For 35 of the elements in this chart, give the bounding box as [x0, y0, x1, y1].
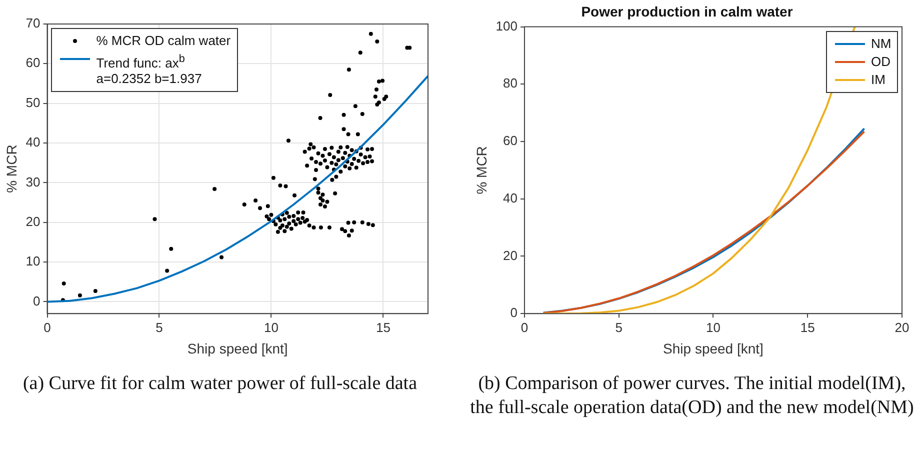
y-tick-label: 40	[503, 190, 518, 206]
x-tick-label: 15	[800, 320, 815, 335]
x-axis-title: Ship speed [knt]	[663, 340, 764, 356]
legend-label: % MCR OD calm water	[96, 33, 231, 49]
y-tick-label: 40	[26, 134, 40, 150]
x-tick-label: 10	[706, 320, 720, 335]
chart-title: Power production in calm water	[581, 3, 794, 20]
y-tick-label: 10	[26, 254, 40, 269]
y-axis-title: % MCR	[473, 146, 490, 194]
y-axis-title: % MCR	[3, 144, 20, 193]
y-tick-label: 70	[26, 16, 40, 31]
y-tick-label: 0	[33, 293, 40, 308]
y-tick-label: 50	[26, 94, 40, 110]
x-tick-label: 5	[156, 320, 163, 335]
legend-label: NM	[871, 36, 892, 52]
text: (a) Curve fit for calm water power of full-scale data	[22, 372, 418, 396]
x-tick-label: 0	[520, 320, 528, 335]
legend-label: IM	[871, 72, 886, 88]
y-tick-label: 30	[26, 174, 40, 190]
y-tick-label: 60	[26, 55, 40, 70]
y-tick-label: 20	[26, 214, 40, 229]
legend-label: Trend func: ax$^{b}$ a=0.2352 b=1.937	[96, 52, 202, 88]
x-tick-label: 0	[44, 320, 51, 335]
text: (b) Comparison of power curves. The initial model(IM), the full-scale operation data(OD) and the new model(NM)	[470, 372, 914, 420]
y-tick-label: 0	[510, 305, 518, 320]
y-tick-label: 20	[503, 248, 518, 263]
legend-label: OD	[871, 54, 890, 70]
x-tick-label: 10	[264, 320, 278, 335]
y-tick-label: 80	[503, 76, 518, 91]
x-tick-label: 15	[376, 320, 390, 335]
x-tick-label: 5	[615, 320, 622, 335]
y-tick-label: 100	[496, 18, 518, 34]
x-tick-label: 20	[894, 320, 910, 335]
x-axis-title: Ship speed [knt]	[187, 340, 288, 356]
y-tick-label: 60	[503, 133, 518, 148]
